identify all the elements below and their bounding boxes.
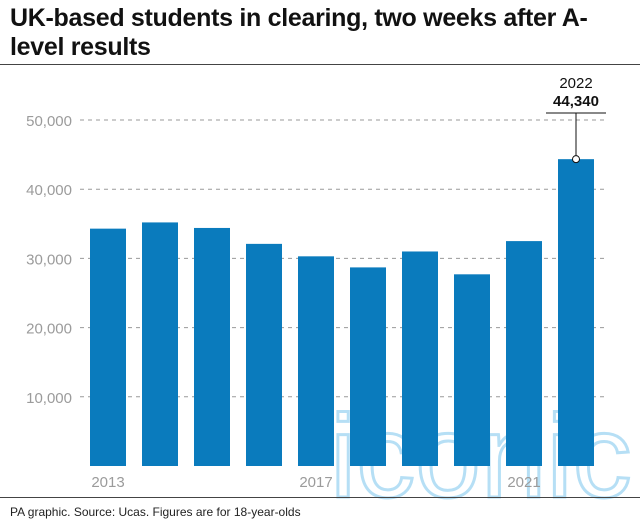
x-tick-label: 2021 — [507, 474, 540, 491]
y-tick-label: 10,000 — [26, 390, 72, 407]
footer-divider — [0, 497, 640, 498]
x-tick-label: 2013 — [91, 474, 124, 491]
x-tick-label: 2017 — [299, 474, 332, 491]
title-divider — [0, 64, 640, 65]
bar-2017 — [298, 256, 334, 466]
y-tick-label: 50,000 — [26, 113, 72, 130]
bar-2015 — [194, 227, 230, 466]
bar-2014 — [142, 222, 178, 466]
bars — [90, 159, 594, 466]
annotation-value: 44,340 — [553, 93, 599, 110]
bar-2018 — [350, 267, 386, 466]
bar-2019 — [402, 251, 438, 466]
y-tick-label: 30,000 — [26, 251, 72, 268]
y-tick-label: 40,000 — [26, 182, 72, 199]
annotation-marker — [572, 155, 580, 164]
annotation: 2022 44,340 — [546, 75, 606, 164]
source-note: PA graphic. Source: Ucas. Figures are fo… — [10, 505, 301, 519]
x-axis-labels: 2013 2017 2021 — [91, 474, 540, 491]
bar-2020 — [454, 274, 490, 466]
bar-2022 — [558, 159, 594, 466]
bar-2013 — [90, 228, 126, 466]
bar-2021 — [506, 241, 542, 466]
annotation-year: 2022 — [559, 75, 592, 92]
y-tick-label: 20,000 — [26, 321, 72, 338]
y-axis-labels: 10,000 20,000 30,000 40,000 50,000 — [26, 113, 72, 407]
chart-title: UK-based students in clearing, two weeks… — [10, 4, 588, 61]
bar-2016 — [246, 243, 282, 466]
